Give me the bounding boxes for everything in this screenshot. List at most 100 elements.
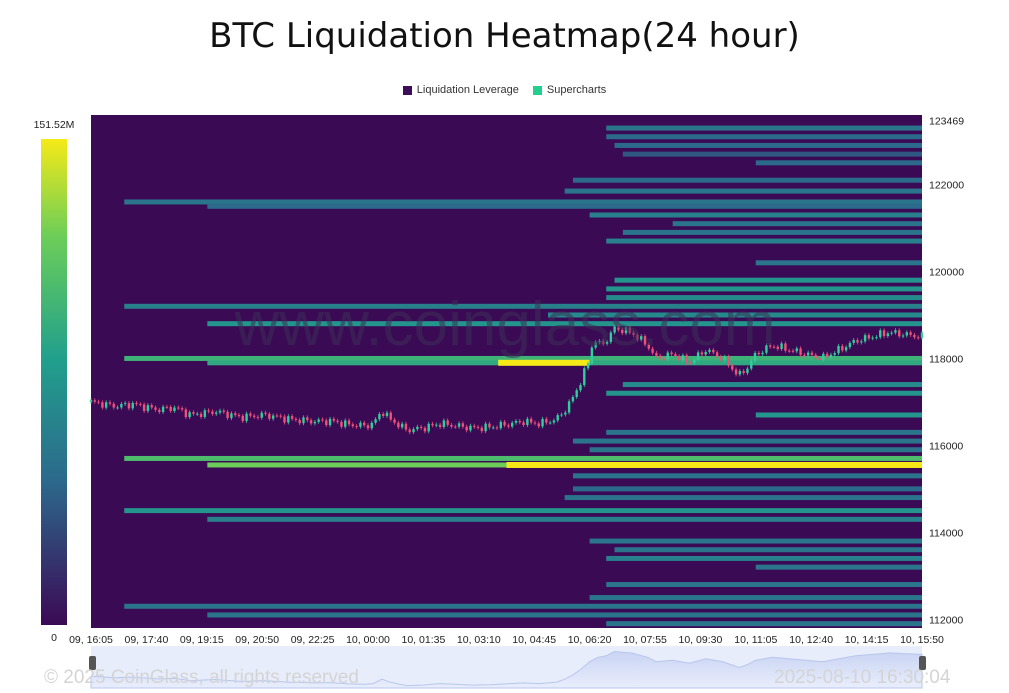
candle-91 [435,424,438,426]
legend-label-supercharts: Supercharts [546,84,607,96]
candle-58 [309,420,313,424]
colorbar [41,139,67,625]
candle-36 [226,411,229,419]
x-tick-label: 09, 16:05 [69,634,113,646]
candle-94 [446,420,449,425]
candle-112 [514,420,518,423]
x-tick-label: 09, 17:40 [125,634,169,646]
candle-7 [116,407,119,409]
candle-177 [761,352,764,355]
heat-band-30 [572,473,922,479]
candle-37 [230,413,233,419]
candle-109 [503,421,506,426]
legend-swatch-liquidation-leverage [402,85,412,95]
candle-10 [127,403,131,409]
heat-band-40 [589,595,922,601]
candle-74 [370,422,373,429]
legend-item-liquidation-leverage[interactable]: Liquidation Leverage [402,84,519,96]
heat-band-7 [124,199,923,205]
candle-133 [594,342,597,348]
legend-swatch-supercharts [532,85,542,95]
candle-215 [905,332,909,336]
candle-12 [135,402,138,405]
candle-22 [173,407,176,412]
heat-band-12 [606,238,922,244]
legend-item-supercharts[interactable]: Supercharts [532,84,607,96]
candle-111 [510,422,514,427]
heat-band-36 [614,547,922,553]
candle-24 [180,408,184,410]
candle-184 [787,350,791,352]
candle-46 [264,412,267,414]
candle-95 [450,424,453,427]
candle-125 [564,412,567,415]
candle-44 [256,416,260,418]
heat-band-32 [564,495,922,501]
candle-210 [886,333,890,337]
heat-band-22 [622,382,922,388]
heat-band-5 [572,177,922,183]
candle-174 [750,360,753,369]
heat-bands [124,125,923,627]
heat-band-1 [606,134,922,140]
candle-55 [298,419,301,424]
candle-119 [541,418,544,427]
x-tick-label: 10, 12:40 [789,634,833,646]
candle-203 [860,341,863,343]
navigator-handle-right[interactable] [919,656,926,670]
candle-66 [340,421,343,427]
candle-202 [856,340,859,343]
candle-73 [366,425,370,429]
candle-20 [165,406,169,408]
candle-117 [533,422,537,424]
candle-214 [901,335,905,337]
heat-band-11 [622,229,922,235]
time-navigator[interactable] [89,646,926,689]
candle-101 [473,425,476,427]
candle-137 [609,332,613,343]
candle-106 [492,427,495,429]
heat-band-27 [589,447,922,453]
candle-89 [427,423,430,432]
candle-191 [814,354,817,359]
candle-1 [93,400,96,402]
candle-9 [123,403,127,405]
candle-211 [890,332,893,334]
candle-118 [537,423,540,427]
candle-176 [757,352,761,355]
candle-114 [522,422,525,426]
heat-band-43 [606,621,922,627]
candle-98 [461,423,465,427]
candle-128 [575,390,578,398]
x-tick-label: 09, 19:15 [180,634,224,646]
x-tick-label: 10, 03:10 [457,634,501,646]
candle-31 [207,410,210,412]
candle-18 [158,409,161,413]
candle-48 [271,415,275,419]
candle-60 [317,419,320,422]
heat-band-15 [606,286,922,292]
candle-82 [400,423,404,428]
heat-band-14 [614,277,922,283]
candle-120 [545,418,548,423]
candle-65 [336,420,339,422]
heat-band-23 [606,390,922,396]
candle-64 [332,418,336,421]
candle-173 [746,368,749,374]
candle-63 [328,418,332,426]
navigator-handle-left[interactable] [89,656,96,670]
candle-135 [602,340,605,344]
heat-band-24 [755,412,922,418]
candle-53 [290,416,294,419]
x-tick-label: 10, 01:35 [402,634,446,646]
heat-band-38 [755,564,922,570]
candle-218 [917,337,920,339]
candle-42 [249,413,252,416]
candle-84 [408,429,411,433]
candle-49 [275,415,279,417]
heat-band-10 [672,221,922,227]
candle-216 [909,332,912,335]
candle-205 [867,335,871,339]
candle-34 [218,410,222,413]
